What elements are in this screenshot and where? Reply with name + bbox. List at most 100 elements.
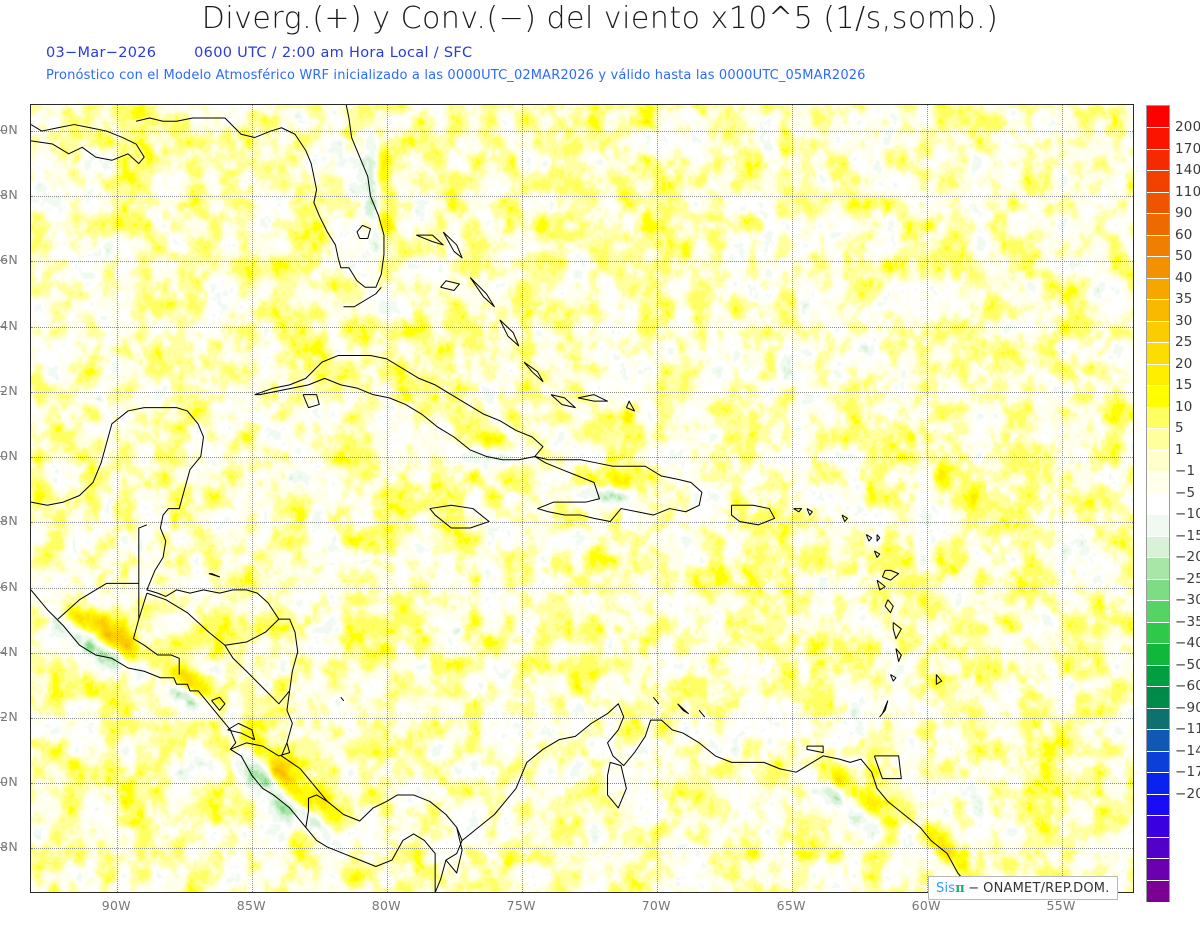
latitude-tick-label: 12N	[0, 708, 18, 724]
latitude-tick-label: 30N	[0, 122, 18, 138]
colorbar-tick-label: −40	[1175, 635, 1200, 652]
colorbar-separator	[1147, 342, 1169, 344]
colorbar-band	[1147, 858, 1169, 881]
colorbar-band	[1147, 385, 1169, 408]
valid-time-line: 03−Mar−2026 0600 UTC / 2:00 am Hora Loca…	[46, 45, 472, 61]
organization-name: ONAMET/REP.DOM.	[983, 880, 1110, 896]
colorbar-separator	[1147, 385, 1169, 387]
colorbar-separator	[1147, 664, 1169, 666]
colorbar-band	[1147, 492, 1169, 515]
colorbar-separator	[1147, 428, 1169, 430]
colorbar	[1146, 105, 1170, 902]
colorbar-tick-label: 5	[1175, 420, 1184, 437]
colorbar-tick-label: 15	[1175, 377, 1193, 394]
colorbar-tick-label: 10	[1175, 398, 1193, 415]
longitude-tick-label: 90W	[101, 898, 131, 913]
colorbar-band	[1147, 234, 1169, 257]
colorbar-tick-label: −60	[1175, 678, 1200, 695]
colorbar-tick-label: 1	[1175, 441, 1184, 458]
colorbar-separator	[1147, 471, 1169, 473]
longitude-tick-label: 55W	[1046, 898, 1076, 913]
colorbar-band	[1147, 363, 1169, 386]
colorbar-separator	[1147, 127, 1169, 129]
colorbar-separator	[1147, 514, 1169, 516]
colorbar-band	[1147, 600, 1169, 623]
map-panel	[30, 104, 1134, 893]
latitude-tick	[0, 390, 6, 392]
colorbar-tick-label: −200	[1175, 785, 1200, 802]
latitude-tick-label: 26N	[0, 252, 18, 268]
brand-prefix: Sis	[936, 880, 956, 896]
colorbar-separator	[1147, 535, 1169, 537]
colorbar-band	[1147, 836, 1169, 859]
colorbar-tick-label: −30	[1175, 592, 1200, 609]
colorbar-band	[1147, 106, 1169, 129]
header: Diverg.(+) y Conv.(−) del viento x10^5 (…	[0, 0, 1200, 100]
latitude-tick-label: 16N	[0, 578, 18, 594]
latitude-tick	[0, 521, 6, 523]
colorbar-band	[1147, 299, 1169, 322]
colorbar-separator	[1147, 363, 1169, 365]
colorbar-band	[1147, 707, 1169, 730]
colorbar-tick-label: −5	[1175, 484, 1196, 501]
colorbar-separator	[1147, 643, 1169, 645]
attribution-separator: −	[968, 880, 980, 896]
colorbar-separator	[1147, 256, 1169, 258]
latitude-tick	[0, 195, 6, 197]
colorbar-tick-label: 200	[1175, 119, 1200, 136]
latitude-tick	[0, 260, 6, 262]
brand-suffix-icon: π	[955, 880, 965, 896]
colorbar-separator	[1147, 170, 1169, 172]
latitude-tick	[0, 782, 6, 784]
latitude-tick-label: 18N	[0, 513, 18, 529]
model-description: Pronóstico con el Modelo Atmosférico WRF…	[46, 68, 866, 83]
colorbar-separator	[1147, 213, 1169, 215]
latitude-tick	[0, 586, 6, 588]
latitude-tick-label: 8N	[0, 839, 18, 855]
colorbar-tick-label: −25	[1175, 570, 1200, 587]
latitude-tick-label: 20N	[0, 448, 18, 464]
latitude-tick	[0, 456, 6, 458]
longitude-tick-label: 85W	[236, 898, 266, 913]
colorbar-band	[1147, 793, 1169, 816]
colorbar-band	[1147, 213, 1169, 236]
colorbar-tick-label: 170	[1175, 140, 1200, 157]
colorbar-band	[1147, 148, 1169, 172]
colorbar-tick-label: −1	[1175, 463, 1196, 480]
colorbar-separator	[1147, 320, 1169, 322]
colorbar-band	[1147, 557, 1169, 580]
colorbar-band	[1147, 535, 1169, 558]
colorbar-separator	[1147, 234, 1169, 236]
colorbar-tick-label: −35	[1175, 613, 1200, 630]
colorbar-separator	[1147, 686, 1169, 688]
colorbar-separator	[1147, 299, 1169, 301]
colorbar-band	[1147, 815, 1169, 838]
colorbar-tick-label: 20	[1175, 355, 1193, 372]
colorbar-band	[1147, 879, 1169, 902]
latitude-tick	[0, 651, 6, 653]
forecast-date: 03−Mar−2026	[46, 45, 157, 61]
colorbar-band	[1147, 406, 1169, 429]
colorbar-separator	[1147, 815, 1169, 817]
colorbar-separator	[1147, 621, 1169, 623]
longitude-tick-label: 75W	[506, 898, 536, 913]
colorbar-band	[1147, 471, 1169, 494]
colorbar-band	[1147, 170, 1169, 193]
colorbar-band	[1147, 449, 1169, 472]
colorbar-tick-label: 140	[1175, 162, 1200, 179]
colorbar-band	[1147, 664, 1169, 687]
colorbar-band	[1147, 729, 1169, 752]
colorbar-band	[1147, 578, 1169, 601]
colorbar-tick-label: −15	[1175, 527, 1200, 544]
colorbar-tick-label: 60	[1175, 226, 1193, 243]
colorbar-separator	[1147, 449, 1169, 451]
colorbar-tick-label: 25	[1175, 334, 1193, 351]
colorbar-tick-label: −140	[1175, 742, 1200, 759]
colorbar-tick-label: 35	[1175, 291, 1193, 308]
latitude-tick-label: 14N	[0, 643, 18, 659]
colorbar-tick-label: 50	[1175, 248, 1193, 265]
latitude-tick	[0, 130, 6, 132]
colorbar-band	[1147, 342, 1169, 365]
colorbar-band	[1147, 750, 1169, 773]
colorbar-tick-label: 40	[1175, 269, 1193, 286]
